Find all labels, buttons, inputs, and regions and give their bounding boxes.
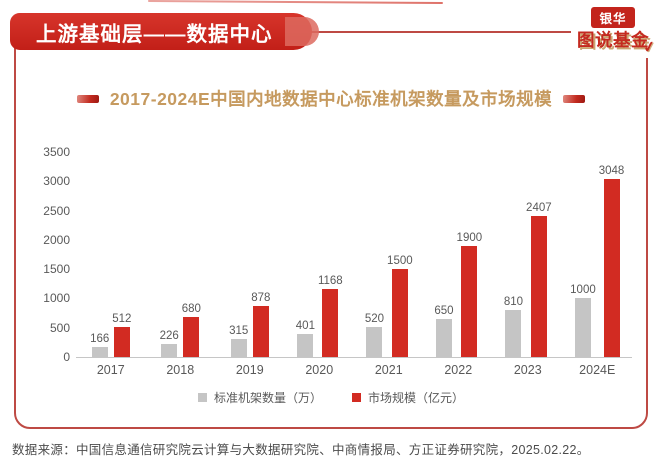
x-tick-label: 2019 (235, 363, 264, 377)
bar-value-label: 878 (251, 291, 271, 304)
bar (183, 317, 200, 357)
bar-wrap: 1168 (318, 275, 343, 357)
section-banner-title: 上游基础层——数据中心 (36, 22, 273, 46)
bar-group: 650 1900 (424, 232, 494, 357)
bar-chart: 0 500 1000 1500 2000 2500 3000 3500 166 512 226 68… (30, 145, 636, 402)
bar-value-label: 1168 (317, 274, 343, 287)
bar-value-label: 315 (229, 324, 249, 337)
x-tick-label: 2021 (374, 363, 403, 377)
legend-label: 市场规模（亿元） (368, 391, 465, 405)
bar-wrap: 3048 (598, 164, 625, 357)
bar-group: 401 1168 (285, 275, 355, 357)
legend-item: 标准机架数量（万） (197, 389, 322, 406)
y-tick-label: 0 (63, 350, 70, 364)
bar-value-label: 1000 (570, 284, 596, 297)
bar-wrap: 810 (504, 296, 523, 357)
bar-group: 810 2407 (493, 202, 563, 357)
y-tick-label: 3000 (43, 174, 70, 189)
chart-legend: 标准机架数量（万） 市场规模（亿元） (16, 389, 646, 406)
bar-wrap: 1000 (570, 284, 596, 357)
bar (435, 318, 452, 357)
bar-value-label: 1500 (387, 255, 413, 268)
chart-title: 2017-2024E中国内地数据中心标准机架数量及市场规模 (109, 89, 553, 109)
bar-value-label: 226 (159, 329, 179, 342)
title-marker-right-icon (563, 94, 586, 103)
bar (603, 178, 620, 357)
bar-wrap: 1900 (456, 231, 483, 357)
bar-wrap: 520 (364, 312, 385, 357)
y-axis-labels: 0 500 1000 1500 2000 2500 3000 3500 (42, 145, 70, 364)
bar-value-label: 401 (295, 319, 315, 332)
bar (113, 327, 130, 357)
bar-wrap: 1500 (387, 255, 413, 357)
bar-value-label: 520 (364, 312, 385, 325)
bar-value-label: 3048 (598, 164, 625, 177)
x-tick-label: 2022 (444, 363, 473, 377)
bar-value-label: 680 (181, 303, 201, 316)
y-tick-label: 3500 (43, 145, 70, 159)
x-tick-label: 2023 (513, 363, 542, 377)
legend-label: 标准机架数量（万） (213, 391, 322, 405)
bar-group: 315 878 (215, 292, 285, 357)
bar-wrap: 878 (251, 292, 270, 357)
y-tick-label: 500 (49, 320, 70, 335)
brand-badge: 银华 (591, 7, 635, 28)
bar-value-label: 2407 (526, 202, 552, 214)
title-marker-left-icon (76, 94, 99, 103)
x-tick-label: 2024E (579, 363, 616, 377)
bar (161, 343, 178, 357)
legend-item: 市场规模（亿元） (352, 389, 464, 406)
legend-swatch-icon (197, 393, 207, 402)
section-banner: 上游基础层——数据中心 (10, 13, 319, 50)
bar (297, 333, 314, 357)
bar-group: 1000 3048 (563, 164, 633, 357)
bar-value-label: 810 (503, 295, 524, 308)
chart-panel: 2017-2024E中国内地数据中心标准机架数量及市场规模 0 500 1000 15… (14, 31, 648, 429)
x-axis-labels: 2017 2018 2019 2020 2021 2022 2023 2024E (76, 363, 632, 377)
data-source-note: 数据来源：中国信息通信研究院云计算与大数据研究院、中商情报局、方正证券研究院，2… (12, 443, 590, 457)
bar-wrap: 512 (112, 313, 131, 357)
bar (230, 338, 247, 357)
bar (461, 245, 478, 357)
y-tick-label: 2000 (43, 232, 70, 247)
bar-group: 166 512 (76, 313, 146, 357)
bar-wrap: 226 (160, 330, 179, 357)
bar-wrap: 315 (229, 325, 248, 357)
brand-name: 图说基金 ✓ (577, 27, 657, 57)
y-tick-label: 1500 (43, 262, 70, 277)
bar-group: 520 1500 (354, 255, 424, 357)
bar (252, 305, 269, 357)
check-icon: ✓ (641, 37, 658, 57)
bar (366, 326, 383, 357)
bar (391, 269, 408, 357)
bar (91, 347, 108, 357)
bar-wrap: 401 (295, 319, 315, 357)
y-tick-label: 1000 (43, 291, 70, 306)
bar-value-label: 650 (434, 304, 454, 317)
legend-swatch-icon (352, 393, 361, 402)
brand-logo: 银华 图说基金 ✓ (571, 5, 657, 58)
plot-area: 166 512 226 680 315 878 401 1168 520 1500 650 1900 8… (76, 152, 632, 358)
x-tick-label: 2017 (96, 363, 125, 377)
bar (530, 216, 547, 357)
brand-name-text: 图说基金 (577, 30, 649, 50)
bar (322, 288, 339, 357)
bar-value-label: 1900 (456, 231, 483, 244)
bar-wrap: 680 (182, 303, 201, 357)
x-tick-label: 2018 (166, 363, 195, 377)
bar-wrap: 2407 (526, 202, 552, 357)
bar-value-label: 166 (90, 333, 110, 346)
bar-wrap: 650 (434, 304, 454, 357)
x-tick-label: 2020 (305, 363, 334, 377)
y-tick-label: 2500 (43, 203, 70, 218)
decorative-top-line (147, 0, 444, 5)
bar (574, 298, 591, 357)
bar-wrap: 166 (90, 333, 109, 357)
bar-value-label: 512 (112, 313, 132, 325)
bar-group: 226 680 (146, 303, 216, 357)
bar (505, 309, 522, 357)
chart-title-row: 2017-2024E中国内地数据中心标准机架数量及市场规模 (16, 86, 646, 111)
